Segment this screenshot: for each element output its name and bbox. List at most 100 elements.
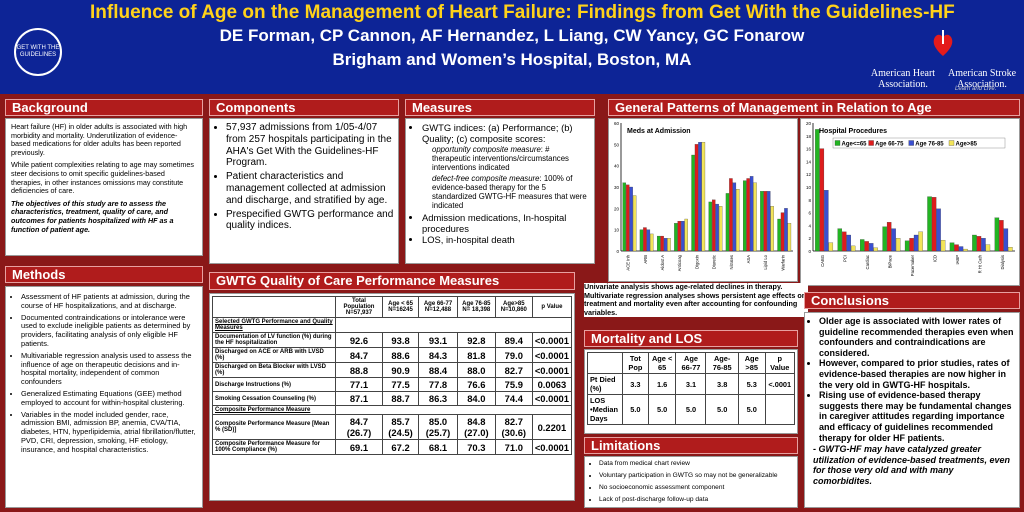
x-tick-label: CABG xyxy=(820,255,825,267)
x-tick-label: ICD xyxy=(932,255,937,262)
x-tick-label: Digoxin xyxy=(694,254,699,269)
table-row: Discharged on ACE or ARB with LVSD (%) 84… xyxy=(212,347,573,363)
bar xyxy=(784,208,788,252)
column-header: Total Population N=57,937 xyxy=(335,296,383,318)
measures-panel: GWTG indices: (a) Performance; (b) Quali… xyxy=(405,118,595,264)
procedures-chart-panel: 0 2 4 6 8 10 12 14 16 18 20 Hospital Procedures CABG… xyxy=(800,118,1020,286)
y-tick-label: 6 xyxy=(808,211,811,216)
table-row: Composite Performance Measure for 100% C… xyxy=(212,439,573,455)
bar xyxy=(851,245,856,252)
bar xyxy=(650,233,654,252)
bar xyxy=(886,222,892,252)
methods-heading: Methods xyxy=(5,266,203,283)
bar xyxy=(684,218,688,252)
opportunity-measure: opportunity composite measure: # therape… xyxy=(432,145,569,172)
legend-label: Age 66-75 xyxy=(875,142,904,148)
legend-label: Age<=65 xyxy=(842,142,868,148)
bar xyxy=(626,184,630,252)
bar xyxy=(780,212,785,252)
bar xyxy=(677,221,682,252)
list-item: Older age is associated with lower rates… xyxy=(819,316,1017,358)
bar xyxy=(701,142,706,252)
x-tick-label: Lipid Lo xyxy=(763,254,768,269)
bar xyxy=(698,142,702,252)
table-section-row: Composite Performance Measure xyxy=(212,405,572,415)
bar xyxy=(864,241,869,252)
bar xyxy=(712,199,716,252)
bar xyxy=(629,186,633,252)
bar xyxy=(674,223,678,252)
list-item: Generalized Estimating Equations (GEE) m… xyxy=(21,389,199,408)
hospital-procedures-chart: 0 2 4 6 8 10 12 14 16 18 20 Hospital Procedures CABG… xyxy=(806,121,1015,276)
bar xyxy=(842,231,847,252)
y-tick-label: 10 xyxy=(614,228,620,233)
poster-authors: DE Forman, CP Cannon, AF Hernandez, L Li… xyxy=(219,26,805,45)
bar xyxy=(913,234,919,252)
x-tick-label: Aldost A xyxy=(660,255,665,271)
list-item: Assessment of HF patients at admission, … xyxy=(21,292,199,311)
table-row: LOS •Median Days 5.0 5.0 5.0 5.0 5.0 xyxy=(587,394,796,425)
bar xyxy=(663,238,668,252)
bar xyxy=(749,176,754,252)
meds-chart-panel: 0 10 20 30 40 50 60 Meds at Admission ACE Inh ARB… xyxy=(608,118,798,282)
bar xyxy=(742,180,747,252)
x-tick-label: Pacemaker xyxy=(910,254,915,276)
legend-label: Age 76-85 xyxy=(915,142,944,148)
x-tick-label: ASA xyxy=(746,255,751,264)
patterns-heading: General Patterns of Management in Relati… xyxy=(608,99,1020,116)
bar xyxy=(656,235,661,252)
measures-heading: Measures xyxy=(405,99,595,116)
bar xyxy=(1008,247,1013,252)
conclusion-italic: - GWTG-HF may have catalyzed greater uti… xyxy=(813,444,1011,486)
bar xyxy=(815,129,820,252)
x-tick-label: Warfarin xyxy=(780,254,785,270)
bar xyxy=(999,220,1004,252)
legend-swatch xyxy=(948,140,955,146)
y-tick-label: 2 xyxy=(808,236,811,241)
bar xyxy=(846,234,851,252)
aha-heart-name: American Heart Association. xyxy=(870,68,936,90)
background-panel: Heart failure (HF) in older adults is as… xyxy=(5,118,203,256)
aha-logo: American Heart Association. American Stro… xyxy=(862,28,1022,90)
bar xyxy=(643,227,647,252)
x-tick-label: Diuretic xyxy=(712,255,717,269)
poster-institution: Brigham and Women’s Hospital, Boston, MA xyxy=(332,50,692,69)
bar xyxy=(954,244,959,252)
list-item: Lack of post-discharge follow-up data xyxy=(599,496,795,504)
bar xyxy=(732,182,737,252)
list-item: Voluntary participation in GWTG so may n… xyxy=(599,472,795,480)
y-tick-label: 0 xyxy=(616,249,619,254)
bar xyxy=(715,203,719,252)
bar xyxy=(760,191,764,252)
conclusions-heading: Conclusions xyxy=(804,292,1020,309)
list-item: Rising use of evidence-based therapy sug… xyxy=(819,390,1017,443)
list-item: LOS, in-hospital death xyxy=(422,234,590,245)
bar xyxy=(622,182,626,252)
bar xyxy=(963,248,968,252)
poster-header: GET WITH THE GUIDELINES Influence of Age… xyxy=(0,0,1024,94)
column-header: Age 66-77 N=12,488 xyxy=(418,296,458,318)
x-tick-label: Dialysis xyxy=(1000,255,1005,269)
bar xyxy=(708,201,712,252)
bar xyxy=(660,235,664,252)
y-tick-label: 14 xyxy=(806,159,812,164)
bar xyxy=(828,242,834,252)
bar xyxy=(681,221,685,252)
x-tick-label: R Ht Cath xyxy=(977,254,982,273)
y-tick-label: 20 xyxy=(806,121,812,126)
aha-stroke-name: American Stroke Association. xyxy=(947,68,1017,90)
bar xyxy=(646,229,651,252)
list-item: Data from medical chart review xyxy=(599,460,795,468)
column-header: Age>85 N=10,860 xyxy=(494,296,533,318)
bar xyxy=(940,239,946,252)
gwtg-table-panel: Total Population N=57,937 Age < 65 N=162… xyxy=(209,293,575,501)
bar xyxy=(729,178,733,252)
components-panel: 57,937 admissions from 1/05-4/07 from 25… xyxy=(209,118,399,264)
meds-at-admission-chart: 0 10 20 30 40 50 60 Meds at Admission ACE Inh ARB… xyxy=(614,121,793,271)
x-tick-label: ACE Inh xyxy=(626,254,631,270)
bar xyxy=(936,208,941,252)
bar xyxy=(639,229,644,252)
list-item: Admission medications, In-hospital proce… xyxy=(422,212,590,234)
legend-swatch xyxy=(908,140,914,146)
bar xyxy=(904,240,910,252)
